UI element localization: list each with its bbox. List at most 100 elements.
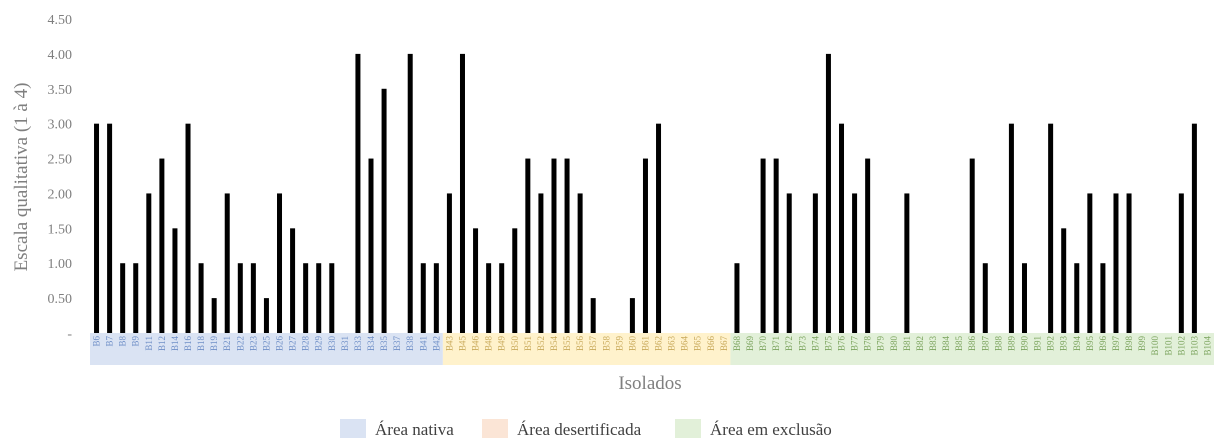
x-tick-label: B104: [1202, 336, 1212, 356]
x-tick-label: B11: [144, 336, 154, 351]
y-tick-label: 1.00: [48, 257, 73, 272]
y-tick-label: 4.50: [48, 13, 73, 28]
bar-B93: [1061, 228, 1067, 333]
x-tick-label: B103: [1189, 336, 1199, 356]
x-tick-label: B52: [536, 336, 546, 351]
bar-B77: [852, 193, 858, 333]
x-tick-label: B22: [235, 336, 245, 351]
bar-B71: [773, 158, 779, 333]
x-tick-label: B69: [745, 336, 755, 352]
x-tick-label: B102: [1176, 336, 1186, 356]
x-tick-label: B8: [118, 336, 128, 347]
bar-B81: [904, 193, 910, 333]
bar-B68: [734, 263, 740, 333]
x-tick-label: B43: [444, 336, 454, 352]
x-tick-label: B26: [275, 336, 285, 352]
bar-B42: [433, 263, 439, 333]
bar-B45: [459, 53, 465, 333]
x-tick-label: B54: [549, 336, 559, 352]
y-axis-ticks: - 0.50 1.00 1.50 2.00 2.50 3.00 3.50 4.00 4.50: [48, 13, 73, 342]
y-tick-label: 1.50: [48, 222, 73, 237]
x-tick-label: B66: [706, 336, 716, 352]
bar-B19: [211, 298, 217, 333]
x-tick-label: B55: [562, 336, 572, 352]
bar-B29: [316, 263, 322, 333]
x-tick-label: B7: [105, 336, 115, 347]
x-tick-label: B27: [288, 336, 298, 352]
bar-B54: [551, 158, 557, 333]
x-tick-label: B86: [967, 336, 977, 352]
x-tick-label: B84: [941, 336, 951, 352]
x-tick-label: B6: [92, 336, 102, 347]
x-tick-label: B73: [797, 336, 807, 352]
label-band-1: [442, 333, 731, 365]
y-tick-label: 2.50: [48, 153, 73, 168]
x-tick-label: B67: [719, 336, 729, 352]
x-tick-label: B90: [1019, 336, 1029, 352]
bar-B57: [590, 298, 596, 333]
bar-B87: [982, 263, 988, 333]
bar-B92: [1048, 123, 1054, 333]
x-tick-label: B41: [418, 336, 428, 351]
bar-B48: [486, 263, 492, 333]
bar-B11: [146, 193, 152, 333]
legend-label-0: Área nativa: [375, 420, 454, 439]
y-tick-label: 3.00: [48, 118, 73, 133]
x-axis-title: Isolados: [618, 373, 681, 394]
x-tick-label: B56: [575, 336, 585, 352]
bar-B86: [969, 158, 975, 333]
x-tick-label: B50: [510, 336, 520, 352]
x-tick-label: B34: [366, 336, 376, 352]
x-tick-label: B38: [405, 336, 415, 352]
x-tick-label: B62: [654, 336, 664, 351]
bars: [94, 53, 1197, 333]
bar-B60: [629, 298, 635, 333]
x-tick-label: B58: [601, 336, 611, 352]
x-tick-label: B42: [431, 336, 441, 351]
bar-B49: [499, 263, 505, 333]
bar-B75: [825, 53, 831, 333]
x-tick-label: B96: [1098, 336, 1108, 352]
x-tick-label: B92: [1046, 336, 1056, 351]
bar-B50: [512, 228, 518, 333]
bar-B28: [303, 263, 309, 333]
label-band-0: [90, 333, 443, 365]
y-tick-label: 3.50: [48, 83, 73, 98]
x-tick-label: B49: [497, 336, 507, 352]
x-tick-label: B85: [954, 336, 964, 352]
bar-B89: [1008, 123, 1014, 333]
bar-B102: [1178, 193, 1184, 333]
bar-B9: [133, 263, 139, 333]
x-tick-label: B101: [1163, 336, 1173, 356]
x-tick-label: B72: [784, 336, 794, 351]
x-tick-label: B79: [876, 336, 886, 352]
bar-B76: [839, 123, 845, 333]
bar-B95: [1087, 193, 1093, 333]
x-tick-label: B25: [261, 336, 271, 352]
bar-B23: [250, 263, 256, 333]
x-tick-label: B28: [301, 336, 311, 352]
bar-B34: [368, 158, 374, 333]
x-tick-label: B46: [471, 336, 481, 352]
bar-B103: [1191, 123, 1197, 333]
bar-B30: [329, 263, 335, 333]
x-tick-label: B80: [889, 336, 899, 352]
x-tick-label: B16: [183, 336, 193, 352]
bar-B14: [172, 228, 178, 333]
bar-B96: [1100, 263, 1106, 333]
x-tick-label: B71: [771, 336, 781, 351]
x-tick-label: B63: [667, 336, 677, 352]
x-tick-label: B95: [1085, 336, 1095, 352]
x-tick-label: B59: [614, 336, 624, 352]
bar-B38: [407, 53, 413, 333]
x-tick-label: B81: [902, 336, 912, 351]
bar-B55: [564, 158, 570, 333]
y-tick-label: 2.00: [48, 187, 73, 202]
bar-B27: [290, 228, 296, 333]
x-tick-label: B21: [222, 336, 232, 351]
x-tick-label: B19: [209, 336, 219, 352]
x-tick-label: B100: [1150, 336, 1160, 356]
bar-B78: [865, 158, 871, 333]
bar-B6: [94, 123, 100, 333]
